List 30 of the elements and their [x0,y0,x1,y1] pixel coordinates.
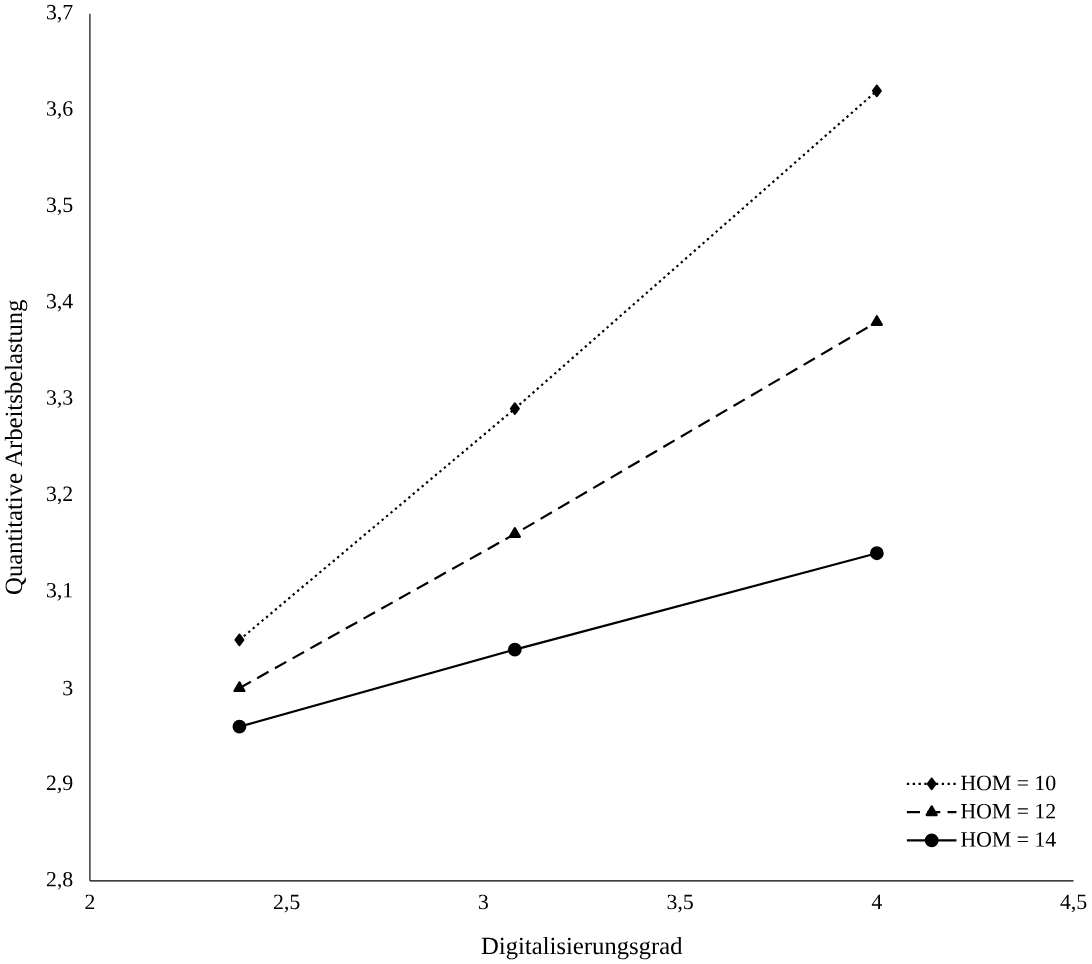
y-axis-title: Quantitative Arbeitsbelastung [4,299,28,594]
y-tick-label: 3,5 [47,197,73,216]
y-tick-label: 3,3 [47,390,73,408]
x-tick-label: 4 [871,894,882,909]
point [234,633,245,647]
x-tick-label: 3 [478,894,488,910]
point [233,681,246,693]
x-axis-title: Digitalisierungsgrad [481,936,683,960]
y-tick-label: 2,8 [46,871,73,890]
x-tick-label: 3,5 [667,894,693,913]
legend-label: HOM = 14 [961,832,1056,847]
point [871,84,882,98]
x-tick-label: 2,5 [273,894,300,913]
x-tick-label: 2 [85,894,95,909]
point [508,527,521,538]
point [869,546,884,561]
y-tick-label: 3,2 [47,486,72,505]
point [509,402,520,415]
point [507,642,522,657]
x-tick-label: 4,5 [1060,894,1087,913]
legend-label: HOM = 10 [961,775,1056,791]
point [870,315,883,326]
y-tick-label: 3,4 [47,293,73,312]
y-tick-label: 3 [63,680,73,696]
point [232,719,247,734]
legend-label: HOM = 12 [961,803,1055,819]
y-tick-label: 3,6 [47,101,73,119]
y-tick-label: 3,1 [47,582,72,601]
y-tick-label: 3,7 [47,4,73,23]
y-tick-label: 2,9 [46,775,73,794]
